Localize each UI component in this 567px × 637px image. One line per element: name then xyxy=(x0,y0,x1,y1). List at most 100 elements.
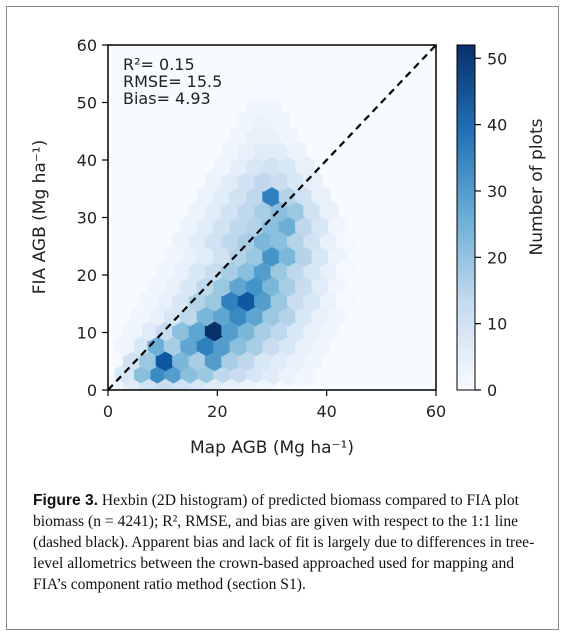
y-axis-title: FIA AGB (Mg ha⁻¹) xyxy=(30,140,50,295)
hexbin-cell xyxy=(262,363,282,387)
hexbin-cell xyxy=(180,214,200,237)
hexbin-cell xyxy=(245,274,266,297)
hexbin-cell xyxy=(213,274,233,297)
hexbin-cell xyxy=(188,378,208,390)
hexbin-cell xyxy=(188,259,208,282)
hexbin-cell xyxy=(114,363,135,387)
hexbin-cell xyxy=(229,124,249,147)
hexbin-cell xyxy=(172,259,192,282)
hexbin-cell xyxy=(311,304,331,327)
hexbin-cell xyxy=(278,304,299,327)
colorbar xyxy=(456,44,476,391)
hexbin-cell xyxy=(204,378,225,390)
hexbin-cell xyxy=(139,378,159,390)
hexbin-cell xyxy=(262,64,282,88)
hexbin-cell xyxy=(237,169,258,192)
hexbin-cell xyxy=(213,363,233,387)
hexbin-cell xyxy=(229,304,249,327)
hexbin-cell xyxy=(147,334,167,357)
hexbin-cell xyxy=(303,169,323,192)
hexbin-cell xyxy=(213,184,233,207)
hexbin-cell xyxy=(262,124,282,147)
hexbin-cell xyxy=(295,334,315,357)
hexbin-cell xyxy=(237,378,258,390)
figure-frame: 0 20 40 60 0 10 20 30 40 50 60 Map AGB (Mg ha⁻¹) … xyxy=(6,6,559,630)
hexbin-cell xyxy=(254,319,274,342)
x-tick-label: 40 xyxy=(316,402,336,421)
hexbin-cell xyxy=(221,199,241,222)
hexbin-cell xyxy=(286,348,307,372)
y-tick-label: 20 xyxy=(77,266,97,285)
hexbin-cell xyxy=(196,363,217,387)
caption-text: Hexbin (2D histogram) of predicted bioma… xyxy=(33,492,535,593)
hexbin-cell xyxy=(336,289,356,312)
hexbin-cell xyxy=(295,184,315,207)
hexbin-cell xyxy=(155,378,176,390)
hexbin-cell xyxy=(139,289,159,312)
hexbin-cell xyxy=(262,214,282,237)
hexbin-cell xyxy=(155,348,176,372)
hexbin-cell xyxy=(254,169,274,192)
x-tick-label: 60 xyxy=(426,402,446,421)
hexbin-cell xyxy=(213,334,233,357)
hexbin-cell xyxy=(278,244,299,267)
hexbin-cell xyxy=(311,334,331,357)
hexbin-cell xyxy=(237,289,258,312)
hexbin-cell xyxy=(155,289,176,312)
colorbar-tick-label: 10 xyxy=(487,315,507,334)
hexbin-cell xyxy=(188,199,208,222)
hexbin-cell xyxy=(172,348,192,372)
hexbin-cell xyxy=(254,79,274,103)
hexbin-cell xyxy=(303,348,323,372)
hexbin-cell xyxy=(286,319,307,342)
hexbin-cell xyxy=(327,304,348,327)
hexbin-cell xyxy=(237,109,258,133)
hexbin-cell xyxy=(262,94,282,118)
hexbin-cell xyxy=(319,319,340,342)
hexbin-cell xyxy=(262,334,282,357)
hexbin-cell xyxy=(270,169,290,192)
hexbin-cell xyxy=(286,259,307,282)
hexbin-cell xyxy=(278,334,299,357)
hexbin-cell xyxy=(327,274,348,297)
hexbin-cell xyxy=(270,229,290,252)
hexbin-cell xyxy=(270,139,290,162)
hexbin-cell xyxy=(213,214,233,237)
hexbin-cell xyxy=(336,229,356,252)
figure-caption: Figure 3. Hexbin (2D histogram) of predi… xyxy=(33,490,538,595)
hexbin-cell xyxy=(172,289,192,312)
hexbin-cell xyxy=(295,363,315,387)
hexbin-cell xyxy=(172,229,192,252)
hexbin-cell xyxy=(245,304,266,327)
hexbin-cell xyxy=(262,274,282,297)
bias-annotation: Bias= 4.93 xyxy=(123,89,211,108)
hexbin-cell xyxy=(204,229,225,252)
hexbin-cell xyxy=(221,169,241,192)
colorbar-tick-label: 0 xyxy=(487,381,497,400)
hexbin-cell xyxy=(254,289,274,312)
y-tick-label: 10 xyxy=(77,324,97,343)
hexbin-cell xyxy=(221,319,241,342)
hexbin-cell xyxy=(172,378,192,390)
colorbar-tick-label: 40 xyxy=(487,116,507,135)
hexbin-cell xyxy=(188,229,208,252)
hexbin-cell xyxy=(180,244,200,267)
hexbin-cell xyxy=(270,348,290,372)
hexbin-cell xyxy=(262,304,282,327)
x-tick-label: 20 xyxy=(207,402,227,421)
hexbin-cell xyxy=(245,154,266,177)
hexbin-cell xyxy=(204,319,225,342)
hexbin-layer xyxy=(108,64,356,390)
hexbin-cell xyxy=(286,229,307,252)
hexbin-cell xyxy=(336,259,356,282)
hexbin-cell xyxy=(229,214,249,237)
hexbin-cell xyxy=(278,124,299,147)
hexbin-cell xyxy=(254,378,274,390)
one-to-one-line xyxy=(108,45,436,390)
hexbin-cell xyxy=(262,244,282,267)
hexbin-cell xyxy=(229,274,249,297)
hexbin-cell xyxy=(229,244,249,267)
hexbin-cell xyxy=(131,304,151,327)
y-tick-label: 30 xyxy=(77,209,97,228)
hexbin-cell xyxy=(254,348,274,372)
